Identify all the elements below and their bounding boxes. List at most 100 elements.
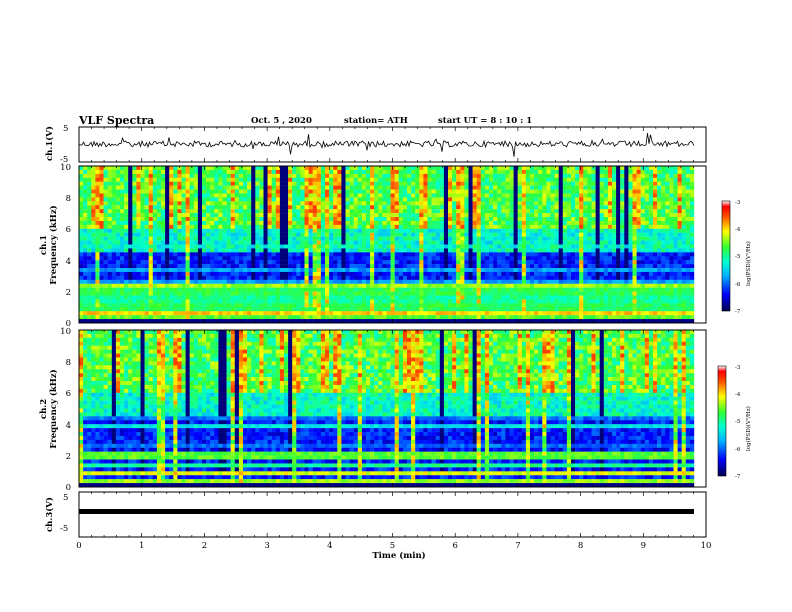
spectrogram-cell [230, 169, 235, 175]
spectrogram-cell [374, 189, 379, 194]
spectrogram-cell [111, 193, 117, 198]
spectrogram-cell [460, 260, 465, 265]
spectrogram-cell [288, 228, 293, 233]
spectrogram-cell [394, 303, 399, 308]
spectrogram-cell [341, 224, 346, 230]
spectrogram-cell [415, 307, 420, 312]
spectrogram-cell [189, 173, 194, 178]
spectrogram-cell [206, 315, 211, 320]
spectrogram-cell [165, 275, 170, 281]
spectrogram-cell [83, 197, 88, 202]
spectrogram-cell [161, 201, 166, 206]
spectrogram-cell [140, 169, 145, 175]
spectrogram-cell [79, 209, 84, 214]
spectrogram-cell [115, 319, 121, 324]
spectrogram-cell [525, 240, 531, 245]
spectrogram-cell [173, 240, 178, 245]
spectrogram-cell [337, 319, 342, 324]
spectrogram-cell [140, 220, 145, 226]
spectrogram-cell [439, 279, 445, 284]
spectrogram-cell [107, 291, 112, 296]
spectrogram-cell [316, 303, 322, 308]
spectrogram-cell [402, 169, 408, 175]
spectrogram-cell [230, 307, 235, 312]
spectrogram-cell [263, 264, 268, 269]
spectrogram-cell [427, 271, 432, 277]
spectrogram-cell [415, 224, 420, 230]
spectrogram-cell [320, 260, 326, 265]
spectrogram-cell [132, 205, 137, 210]
spectrogram-cell [554, 268, 559, 273]
spectrogram-cell [288, 268, 293, 273]
spectrogram-cell [83, 181, 88, 186]
spectrogram-cell [279, 224, 285, 230]
spectrogram-cell [435, 224, 440, 230]
spectrogram-cell [554, 205, 559, 210]
spectrogram-cell [390, 311, 395, 316]
spectrogram-cell [169, 319, 174, 324]
spectrogram-cell [579, 166, 584, 171]
spectrogram-cell [472, 185, 477, 190]
spectrogram-cell [538, 209, 543, 214]
spectrogram-cell [173, 311, 178, 316]
spectrogram-cell [439, 189, 445, 194]
spectrogram-cell [234, 291, 240, 296]
spectrogram-cell [575, 236, 580, 241]
spectrogram-cell [173, 220, 178, 226]
spectrogram-cell [452, 177, 457, 182]
spectrogram-cell [259, 244, 264, 249]
spectrogram-cell [402, 232, 408, 237]
spectrogram-cell [337, 283, 342, 288]
spectrogram-cell [361, 287, 367, 292]
spectrogram-cell [521, 256, 527, 261]
spectrogram-cell [136, 252, 141, 257]
spectrogram-cell [128, 173, 133, 178]
spectrogram-cell [439, 319, 445, 324]
spectrogram-cell [538, 275, 543, 281]
spectrogram-cell [419, 299, 424, 304]
spectrogram-cell [226, 228, 231, 233]
spectrogram-cell [300, 224, 305, 230]
spectrogram-cell [115, 169, 121, 175]
spectrogram-cell [271, 252, 276, 257]
spectrogram-cell [525, 303, 531, 308]
spectrogram-cell [415, 279, 420, 284]
spectrogram-cell [185, 193, 190, 198]
spectrogram-cell [538, 169, 543, 175]
spectrogram-cell [423, 279, 428, 284]
spectrogram-cell [513, 228, 518, 233]
spectrogram-cell [95, 185, 100, 190]
spectrogram-cell [218, 311, 223, 316]
spectrogram-cell [251, 299, 256, 304]
spectrogram-cell [345, 307, 350, 312]
spectrogram-cell [366, 287, 371, 292]
spectrogram-cell [267, 205, 272, 210]
spectrogram-cell [99, 232, 104, 237]
spectrogram-cell [402, 260, 408, 265]
spectrogram-cell [571, 248, 576, 253]
spectrogram-cell [185, 232, 190, 237]
spectrogram-cell [181, 291, 186, 296]
spectrogram-cell [374, 193, 379, 198]
spectrogram-cell [480, 220, 486, 226]
spectrogram-cell [509, 291, 514, 296]
spectrogram-cell [136, 271, 141, 277]
spectrogram-cell [87, 283, 92, 288]
spectrogram-cell [427, 291, 432, 296]
spectrogram-cell [107, 209, 112, 214]
spectrogram-cell [402, 224, 408, 230]
spectrogram-cell [267, 279, 272, 284]
spectrogram-cell [296, 279, 301, 284]
spectrogram-cell [292, 295, 297, 300]
spectrogram-cell [128, 303, 133, 308]
spectrogram-cell [415, 193, 420, 198]
spectrogram-cell [325, 264, 330, 269]
spectrogram-cell [398, 193, 404, 198]
spectrogram-cell [464, 295, 469, 300]
spectrogram-cell [550, 201, 555, 206]
spectrogram-cell [558, 307, 563, 312]
spectrogram-cell [210, 217, 215, 222]
spectrogram-cell [394, 228, 399, 233]
spectrogram-cell [566, 264, 572, 269]
spectrogram-cell [132, 307, 137, 312]
